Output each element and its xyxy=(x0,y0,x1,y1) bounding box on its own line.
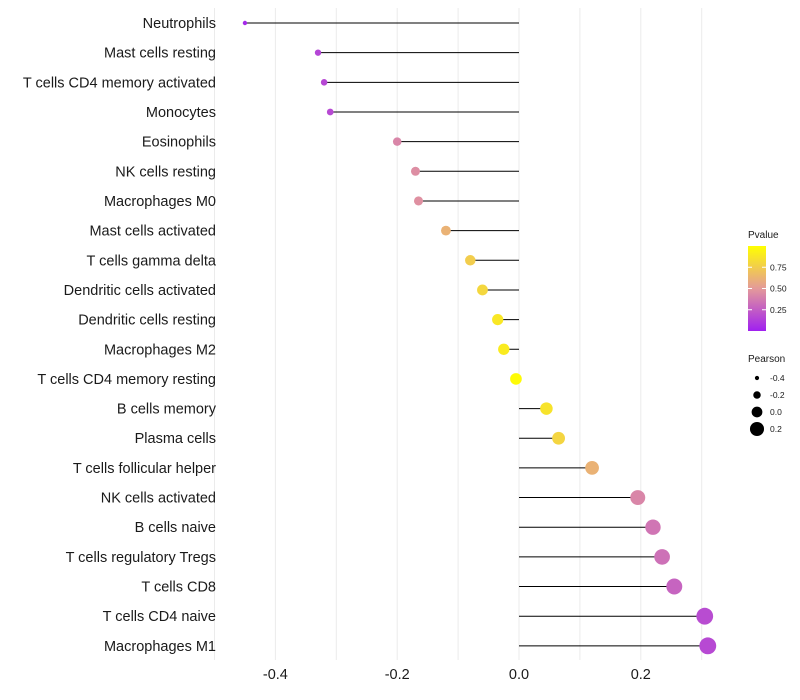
category-label: T cells regulatory Tregs xyxy=(66,550,216,566)
size-legend-key xyxy=(753,391,761,399)
size-legend-label: 0.2 xyxy=(770,424,782,434)
category-labels: Neutrophils Mast cells resting T cells CD4… xyxy=(23,16,217,655)
category-label: NK cells resting xyxy=(115,164,216,180)
size-legend-label: -0.4 xyxy=(770,373,785,383)
lollipop-point xyxy=(585,461,599,475)
lollipop-point xyxy=(320,79,328,86)
lollipop-point xyxy=(465,255,476,266)
pvalue-colorbar xyxy=(748,246,766,331)
colorbar-tick-label: 0.75 xyxy=(770,262,787,272)
lollipop-point xyxy=(654,549,670,565)
category-label: Dendritic cells activated xyxy=(64,283,216,299)
x-tick-label: 0.2 xyxy=(631,667,651,683)
category-label: T cells follicular helper xyxy=(73,461,216,477)
lollipop-point xyxy=(410,166,420,176)
lollipop-point xyxy=(314,49,322,56)
lollipop-point xyxy=(699,637,717,655)
category-label: Macrophages M1 xyxy=(104,639,216,655)
x-axis-ticks: -0.4 -0.2 0.0 0.2 xyxy=(263,667,651,683)
x-tick-label: -0.2 xyxy=(385,667,410,683)
x-tick-label: 0.0 xyxy=(509,667,529,683)
lollipop-point xyxy=(666,578,683,595)
category-label: Mast cells activated xyxy=(89,224,216,240)
category-label: T cells CD4 memory activated xyxy=(23,75,216,91)
category-label: B cells naive xyxy=(135,520,216,536)
lollipop-point xyxy=(441,225,451,236)
category-label: Eosinophils xyxy=(142,135,216,151)
lollipop-stems xyxy=(244,22,708,647)
lollipop-point xyxy=(510,373,522,385)
legend: Pvalue 0.25 0.50 0.75 Pearson -0.4 -0.2 0.0 0… xyxy=(748,230,787,437)
category-label: Macrophages M0 xyxy=(104,194,216,210)
category-label: NK cells activated xyxy=(101,491,216,507)
category-label: Dendritic cells resting xyxy=(78,313,216,329)
lollipop-point xyxy=(392,137,402,146)
lollipop-point xyxy=(477,284,488,296)
lollipop-point xyxy=(492,313,504,326)
category-label: B cells memory xyxy=(117,402,217,418)
lollipop-points xyxy=(242,20,717,655)
category-label: T cells gamma delta xyxy=(87,253,217,269)
size-legend-label: -0.2 xyxy=(770,390,785,400)
category-label: Monocytes xyxy=(146,105,216,121)
pvalue-legend-title: Pvalue xyxy=(748,230,779,241)
category-label: Mast cells resting xyxy=(104,46,216,62)
size-legend-key xyxy=(751,406,763,418)
lollipop-point xyxy=(630,490,646,506)
lollipop-point xyxy=(413,196,424,206)
lollipop-point xyxy=(552,431,566,445)
category-label: Plasma cells xyxy=(135,431,216,447)
x-tick-label: -0.4 xyxy=(263,667,288,683)
size-legend-label: 0.0 xyxy=(770,407,782,417)
lollipop-point xyxy=(696,607,714,625)
colorbar-tick-label: 0.25 xyxy=(770,305,787,315)
gridlines xyxy=(214,8,703,660)
lollipop-point xyxy=(540,402,553,415)
pearson-legend-title: Pearson xyxy=(748,354,785,365)
category-label: Neutrophils xyxy=(143,16,216,32)
category-label: T cells CD4 memory resting xyxy=(37,372,216,388)
lollipop-point xyxy=(242,20,248,26)
colorbar-tick-label: 0.50 xyxy=(770,284,787,294)
size-legend-key xyxy=(749,421,765,437)
category-label: T cells CD4 naive xyxy=(103,609,216,625)
lollipop-point xyxy=(498,343,510,355)
size-legend-key xyxy=(754,375,760,381)
lollipop-point xyxy=(326,108,334,116)
lollipop-point xyxy=(645,519,661,535)
category-label: T cells CD8 xyxy=(141,580,216,596)
category-label: Macrophages M2 xyxy=(104,342,216,358)
